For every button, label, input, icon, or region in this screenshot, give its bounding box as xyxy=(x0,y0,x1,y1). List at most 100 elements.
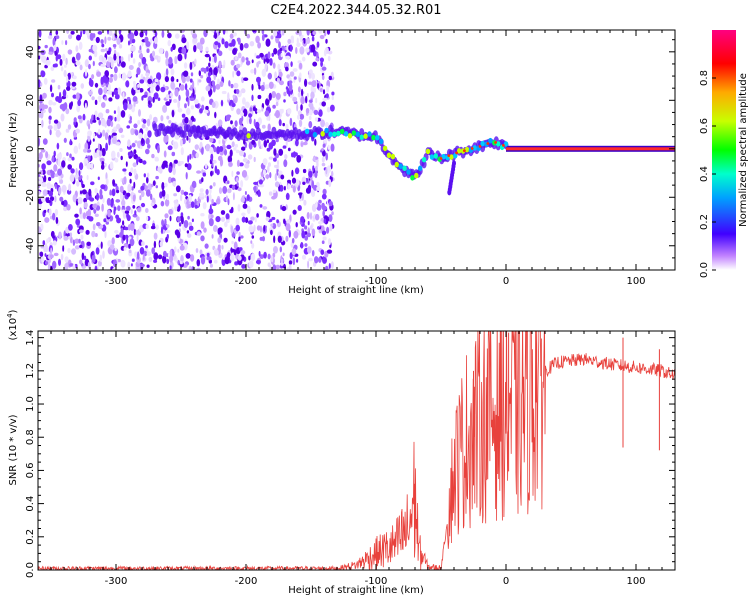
noise-dot xyxy=(61,160,66,168)
noise-dot xyxy=(80,190,82,195)
noise-dot xyxy=(201,147,204,155)
noise-dot xyxy=(153,259,158,263)
noise-dot xyxy=(149,114,153,121)
noise-dot xyxy=(104,163,107,167)
noise-dot xyxy=(150,202,155,207)
noise-dot xyxy=(55,216,59,225)
noise-dot xyxy=(145,72,150,77)
noise-dot xyxy=(136,251,140,260)
signal-core xyxy=(386,152,392,159)
noise-dot xyxy=(53,119,59,124)
y-tick-label: 1.0 xyxy=(25,396,36,412)
noise-dot xyxy=(148,256,153,263)
noise-dot xyxy=(100,63,106,68)
noise-dot xyxy=(281,205,287,212)
noise-dot xyxy=(192,80,195,89)
noise-dot xyxy=(215,198,221,205)
noise-dot xyxy=(133,168,137,176)
noise-dot xyxy=(190,72,194,77)
noise-dot xyxy=(271,91,277,99)
noise-dot xyxy=(282,122,286,127)
noise-dot xyxy=(146,118,151,127)
noise-dot xyxy=(267,51,271,60)
noise-dot xyxy=(65,94,69,99)
noise-dot xyxy=(300,104,303,111)
noise-dot xyxy=(66,86,71,91)
noise-dot xyxy=(97,31,103,35)
noise-dot xyxy=(231,240,234,245)
noise-dot xyxy=(246,194,250,201)
noise-dot xyxy=(300,142,303,147)
noise-dot xyxy=(71,248,77,255)
noise-dot xyxy=(135,88,141,94)
noise-dot xyxy=(146,264,150,268)
noise-dot xyxy=(166,258,170,264)
x-tick-label: -200 xyxy=(235,276,258,287)
noise-dot xyxy=(94,233,98,237)
noise-dot xyxy=(171,109,175,118)
y-tick-label: -40 xyxy=(25,238,36,254)
noise-dot xyxy=(141,41,144,47)
noise-dot xyxy=(69,232,73,238)
noise-dot xyxy=(163,250,167,257)
noise-dot xyxy=(276,219,279,224)
noise-dot xyxy=(270,223,274,227)
noise-dot xyxy=(230,120,233,125)
noise-dot xyxy=(150,57,155,62)
noise-dot xyxy=(178,222,182,227)
noise-dot xyxy=(84,59,89,68)
noise-dot xyxy=(240,112,244,117)
noise-dot xyxy=(156,145,160,154)
noise-dot xyxy=(167,145,173,151)
noise-dot xyxy=(291,177,297,184)
noise-dot xyxy=(169,265,172,270)
noise-dot xyxy=(272,104,276,109)
noise-dot xyxy=(106,118,112,127)
noise-dot xyxy=(53,252,59,257)
noise-dot xyxy=(256,61,259,68)
noise-dot xyxy=(299,72,302,78)
noise-dot xyxy=(112,179,116,186)
noise-dot xyxy=(230,225,234,234)
noise-dot xyxy=(153,92,159,100)
noise-dot xyxy=(97,260,102,267)
noise-dot xyxy=(239,247,243,252)
signal-core xyxy=(343,131,349,137)
noise-dot xyxy=(166,115,170,120)
noise-dot xyxy=(127,102,133,110)
noise-dot xyxy=(287,108,292,115)
noise-dot xyxy=(118,127,124,134)
noise-dot xyxy=(233,147,237,151)
noise-dot xyxy=(276,167,279,176)
noise-dot xyxy=(40,82,43,87)
noise-dot xyxy=(236,171,240,175)
noise-dot xyxy=(273,48,278,55)
noise-dot xyxy=(283,159,288,168)
noise-dot xyxy=(267,123,271,132)
noise-dot xyxy=(49,84,53,93)
noise-dot xyxy=(115,214,119,219)
noise-dot xyxy=(321,74,325,81)
signal-core xyxy=(379,138,384,145)
noise-dot xyxy=(239,162,244,167)
noise-dot xyxy=(44,44,48,49)
noise-dot xyxy=(287,147,291,152)
noise-dot xyxy=(68,224,73,231)
noise-dot xyxy=(69,236,73,244)
noise-dot xyxy=(170,46,173,52)
noise-dot xyxy=(241,170,248,178)
noise-dot xyxy=(50,247,53,256)
noise-dot xyxy=(96,222,101,227)
noise-dot xyxy=(132,96,138,102)
noise-dot xyxy=(226,114,232,119)
noise-dot xyxy=(38,55,41,60)
noise-dot xyxy=(48,99,53,106)
noise-dot xyxy=(327,144,330,150)
noise-dot xyxy=(59,179,64,184)
noise-dot xyxy=(311,189,316,197)
noise-dot xyxy=(292,151,297,158)
noise-dot xyxy=(322,89,326,95)
noise-dot xyxy=(200,75,204,79)
noise-dot xyxy=(212,182,216,187)
